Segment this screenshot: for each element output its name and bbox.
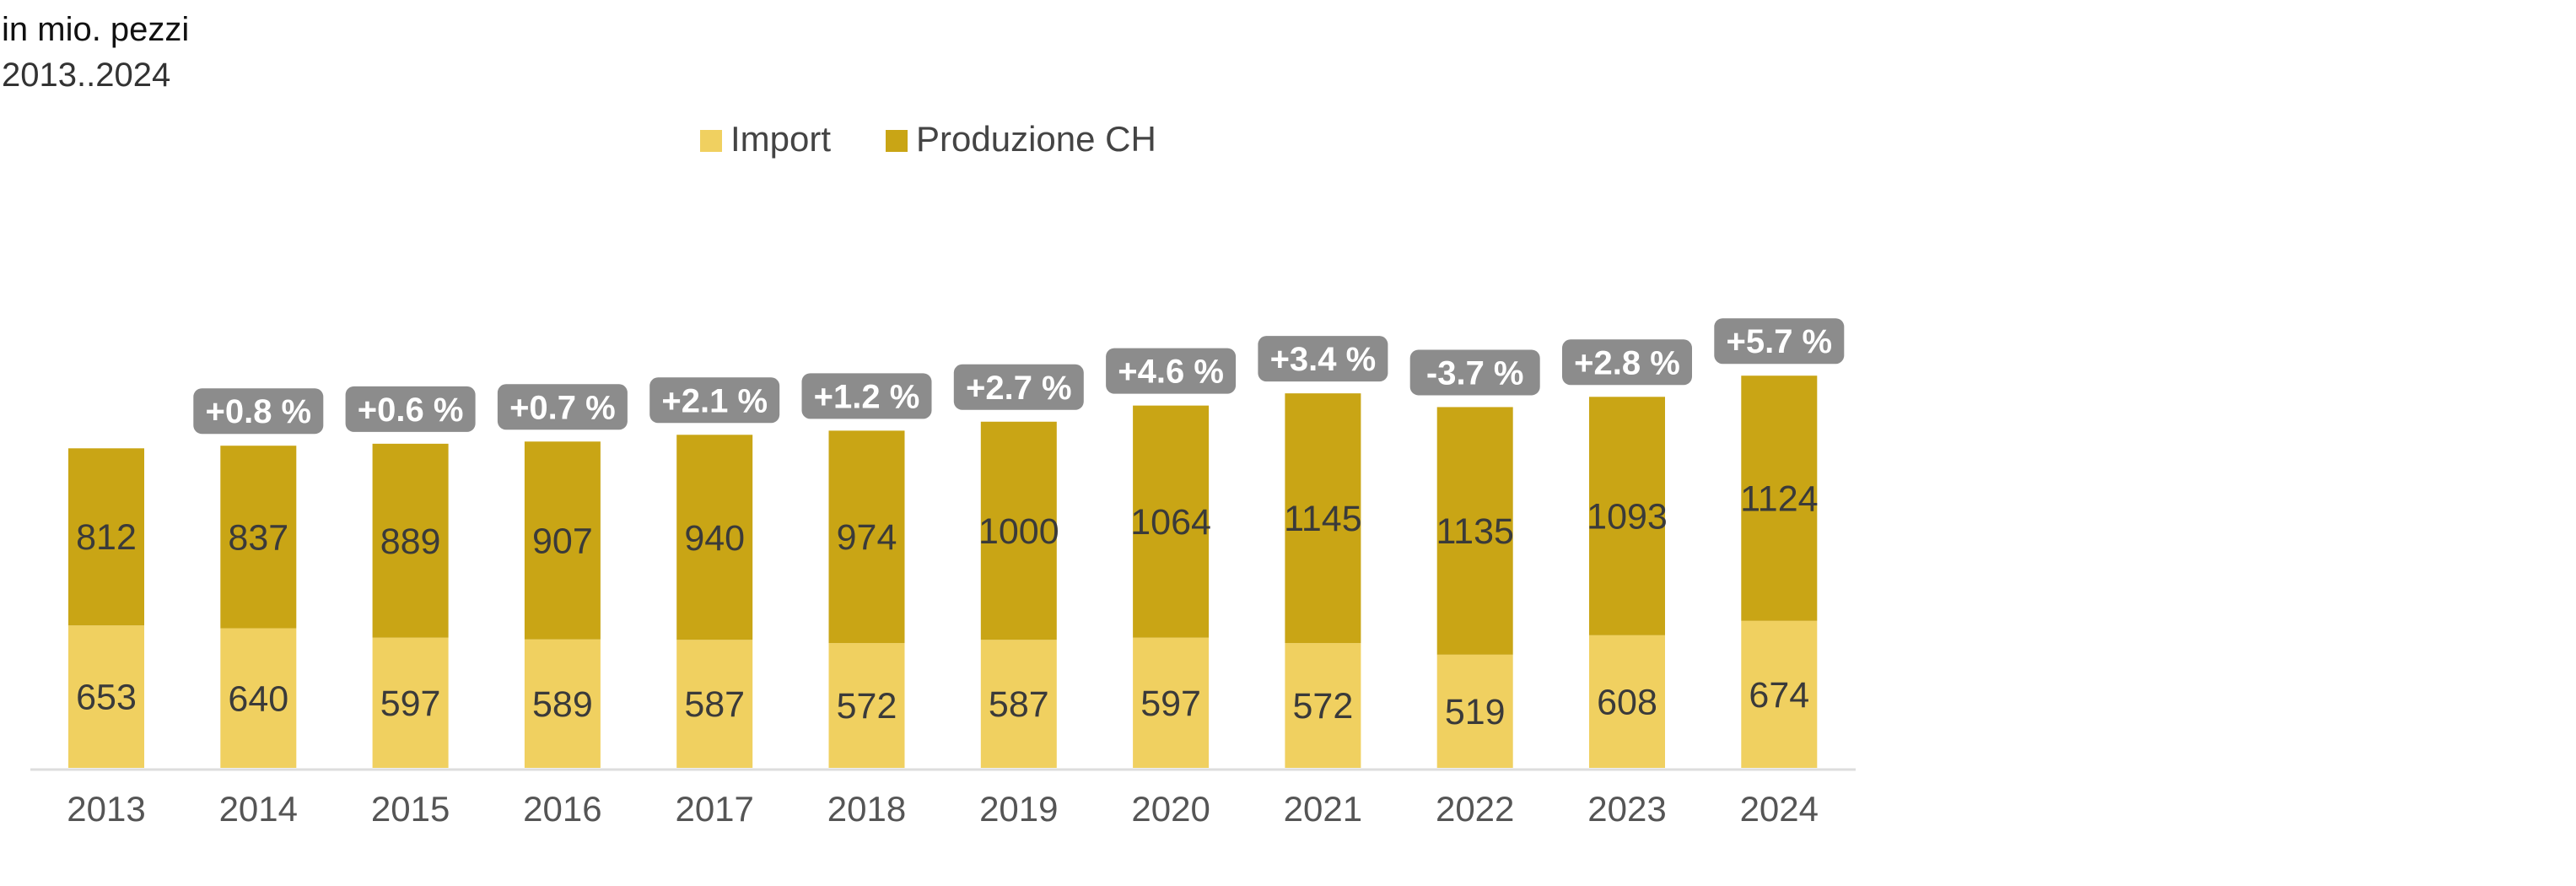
change-label-2024: +5.7 %	[1726, 323, 1832, 360]
data-label-produzione-2016: 907	[532, 521, 593, 562]
x-tick-label-2020: 2020	[1131, 789, 1210, 829]
change-label-2016: +0.7 %	[509, 389, 616, 426]
bar-import-2020	[1133, 637, 1210, 768]
data-label-produzione-2023: 1093	[1587, 497, 1668, 538]
bar-produzione-2015	[372, 443, 449, 638]
bar-produzione-2014	[220, 446, 297, 629]
data-label-import-2023: 608	[1597, 682, 1657, 722]
chart-header: in mio. pezzi 2013..2024	[2, 7, 189, 98]
bar-produzione-2018	[828, 430, 905, 644]
legend-swatch-import	[700, 130, 722, 152]
change-badge-2015	[345, 386, 476, 432]
bar-import-2019	[980, 640, 1057, 768]
x-tick-label-2014: 2014	[219, 789, 298, 829]
data-label-import-2024: 674	[1749, 675, 1809, 716]
data-label-import-2013: 653	[76, 678, 137, 718]
x-tick-label-2023: 2023	[1587, 789, 1666, 829]
x-tick-label-2022: 2022	[1436, 789, 1514, 829]
change-badge-2021	[1258, 336, 1388, 382]
data-label-produzione-2014: 837	[228, 517, 288, 558]
data-label-import-2017: 587	[684, 684, 745, 725]
data-label-produzione-2020: 1064	[1130, 502, 1211, 543]
x-tick-label-2018: 2018	[827, 789, 906, 829]
x-tick-label-2013: 2013	[67, 789, 145, 829]
change-label-2022: -3.7 %	[1426, 354, 1524, 392]
bar-produzione-2016	[524, 441, 601, 640]
bar-produzione-2013	[68, 448, 144, 626]
x-tick-label-2016: 2016	[523, 789, 601, 829]
legend-label-produzione: Produzione CH	[916, 119, 1156, 159]
bar-import-2023	[1589, 635, 1665, 768]
change-badge-2020	[1106, 348, 1237, 394]
data-label-produzione-2022: 1135	[1436, 511, 1513, 552]
bar-import-2024	[1741, 620, 1818, 768]
change-label-2023: +2.8 %	[1574, 344, 1680, 381]
data-label-import-2016: 589	[532, 684, 593, 725]
date-range-label: 2013..2024	[2, 57, 171, 94]
data-label-import-2020: 597	[1140, 683, 1201, 724]
change-label-2018: +1.2 %	[814, 378, 920, 415]
data-label-produzione-2017: 940	[684, 518, 745, 559]
bar-produzione-2024	[1741, 375, 1818, 621]
change-label-2015: +0.6 %	[358, 392, 464, 429]
change-badge-2019	[953, 364, 1084, 410]
x-tick-label-2017: 2017	[675, 789, 753, 829]
bar-produzione-2017	[676, 435, 753, 640]
data-label-import-2019: 587	[989, 684, 1049, 725]
change-label-2021: +3.4 %	[1270, 341, 1377, 378]
data-label-import-2018: 572	[837, 686, 897, 727]
bar-import-2016	[524, 639, 601, 768]
data-label-import-2021: 572	[1293, 686, 1354, 727]
change-badge-2017	[649, 377, 780, 424]
data-label-import-2015: 597	[380, 683, 441, 724]
change-label-2017: +2.1 %	[661, 382, 768, 419]
change-badge-2023	[1562, 339, 1692, 386]
bar-import-2022	[1436, 654, 1513, 768]
change-label-2020: +4.6 %	[1118, 354, 1224, 391]
change-badge-2024	[1714, 318, 1845, 365]
data-label-import-2014: 640	[228, 678, 288, 719]
data-label-import-2022: 519	[1445, 692, 1506, 732]
bar-import-2013	[68, 625, 144, 768]
data-label-produzione-2013: 812	[76, 517, 137, 558]
data-label-produzione-2024: 1124	[1740, 478, 1818, 519]
bar-produzione-2019	[980, 421, 1057, 640]
bar-produzione-2020	[1133, 405, 1210, 638]
data-label-produzione-2018: 974	[837, 517, 897, 558]
change-label-2014: +0.8 %	[205, 393, 311, 430]
legend-label-import: Import	[730, 119, 831, 159]
change-badge-2014	[193, 388, 324, 435]
data-label-produzione-2021: 1145	[1284, 499, 1361, 539]
x-tick-label-2019: 2019	[979, 789, 1058, 829]
bar-produzione-2021	[1285, 393, 1361, 644]
legend-swatch-produzione	[886, 130, 908, 152]
bar-produzione-2023	[1589, 397, 1665, 635]
bar-import-2018	[828, 643, 905, 768]
bar-import-2015	[372, 637, 449, 768]
change-label-2019: +2.7 %	[966, 370, 1072, 407]
data-label-produzione-2019: 1000	[978, 511, 1059, 552]
bar-import-2014	[220, 628, 297, 768]
bar-produzione-2022	[1436, 407, 1513, 655]
change-badge-2018	[801, 373, 932, 419]
x-tick-label-2024: 2024	[1740, 789, 1819, 829]
unit-label: in mio. pezzi	[2, 11, 190, 48]
bar-import-2017	[676, 640, 753, 768]
bar-import-2021	[1285, 643, 1361, 768]
change-badge-2022	[1409, 349, 1540, 396]
x-tick-label-2015: 2015	[371, 789, 450, 829]
x-tick-label-2021: 2021	[1284, 789, 1362, 829]
change-badge-2016	[497, 384, 628, 430]
data-label-produzione-2015: 889	[380, 521, 441, 562]
